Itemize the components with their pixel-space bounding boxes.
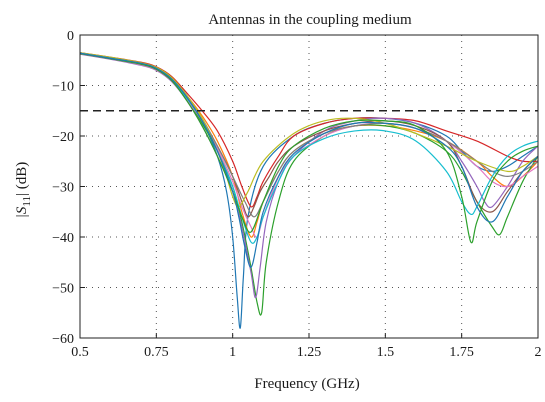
- x-tick-label: 1: [229, 345, 236, 360]
- y-tick-label: −30: [52, 181, 74, 196]
- y-tick-label: −10: [52, 80, 74, 95]
- x-axis-label: Frequency (GHz): [254, 376, 359, 392]
- series-layer: [79, 52, 539, 329]
- series-line-10: [79, 52, 539, 244]
- series-line-1: [79, 52, 539, 329]
- series-line-12: [79, 52, 539, 268]
- x-tick-label: 1.5: [377, 345, 395, 360]
- y-tick-label: −40: [52, 231, 74, 246]
- y-axis-label-sub: 11: [21, 196, 33, 207]
- x-tick-label: 1.25: [297, 345, 322, 360]
- y-axis-label: |S11| (dB): [14, 162, 33, 218]
- x-tick-label: 0.5: [71, 345, 89, 360]
- axis-ticks: 0.5 0.75 1 1.25 1.5 1.75 2 0 −10 −20 −30 −40 −50 −60: [52, 29, 541, 360]
- y-tick-label: 0: [67, 29, 74, 44]
- series-line-9: [79, 52, 539, 208]
- x-tick-label: 1.75: [449, 345, 474, 360]
- y-tick-label: −20: [52, 130, 74, 145]
- series-line-11: [79, 53, 539, 244]
- series-line-4: [79, 52, 539, 208]
- x-tick-label: 2: [535, 345, 542, 360]
- y-tick-label: −60: [52, 332, 74, 347]
- x-tick-label: 0.75: [144, 345, 169, 360]
- y-tick-label: −50: [52, 282, 74, 297]
- series-line-5: [79, 53, 539, 299]
- chart-title: Antennas in the coupling medium: [208, 12, 412, 28]
- y-axis-label-tail: | (dB): [14, 162, 30, 196]
- y-axis-label-main: |S: [14, 206, 30, 218]
